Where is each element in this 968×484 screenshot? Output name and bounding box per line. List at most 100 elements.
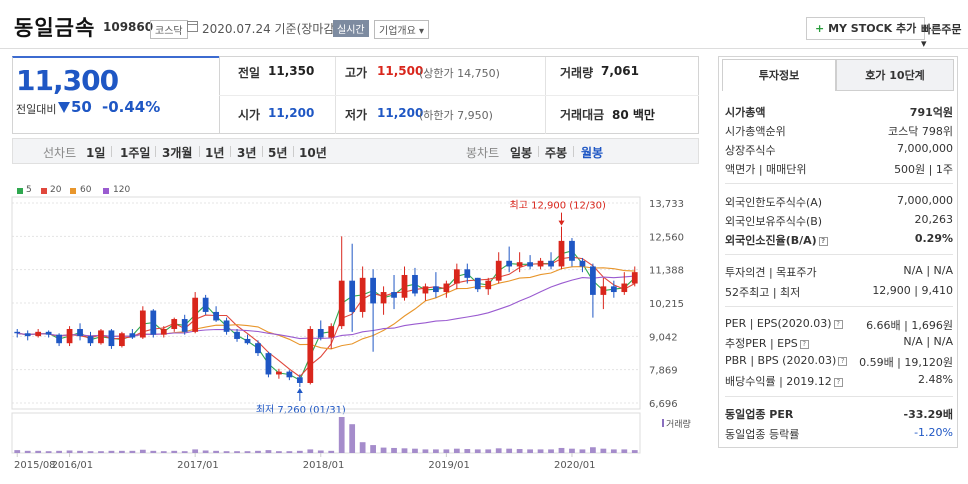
period-10y[interactable]: 10년 bbox=[299, 146, 327, 160]
candle-body bbox=[160, 328, 167, 335]
volume-bar bbox=[192, 449, 199, 453]
candle-body bbox=[453, 269, 460, 284]
period-1y[interactable]: 1년 bbox=[205, 146, 225, 160]
candle-body bbox=[590, 266, 596, 295]
x-tick-label: 2019/01 bbox=[428, 460, 470, 471]
period-3m[interactable]: 3개월 bbox=[162, 146, 193, 160]
foreign-ratio-value: 0.29% bbox=[914, 232, 953, 245]
candle-body bbox=[98, 330, 104, 344]
volume-bar bbox=[412, 448, 418, 453]
divider bbox=[573, 146, 574, 157]
low-label: 저가 bbox=[345, 108, 368, 122]
add-mystock-button[interactable]: + MY STOCK 추가 bbox=[806, 17, 926, 40]
period-1w[interactable]: 1주일 bbox=[120, 146, 151, 160]
volume-bar bbox=[160, 451, 167, 453]
x-tick-label: 2018/01 bbox=[303, 460, 345, 471]
candle-body bbox=[150, 310, 157, 335]
volume-bar bbox=[548, 449, 554, 453]
candle-body bbox=[537, 260, 544, 267]
volume-bar bbox=[87, 451, 94, 453]
period-3y[interactable]: 3년 bbox=[237, 146, 257, 160]
volume-bar bbox=[139, 449, 146, 453]
y-tick-label: 6,696 bbox=[649, 399, 678, 410]
pbr-row: PBR | BPS (2020.03)? 0.59배 | 19,120원 bbox=[725, 354, 953, 372]
low-value: 11,200 bbox=[377, 106, 424, 120]
y-tick-label: 11,388 bbox=[649, 266, 684, 277]
candle-body bbox=[485, 280, 492, 290]
chart-range-bar bbox=[12, 138, 699, 164]
volume-bar bbox=[433, 449, 439, 453]
plot-frame bbox=[11, 196, 641, 410]
tab-invest-info[interactable]: 투자정보 bbox=[722, 59, 836, 91]
period-1d[interactable]: 1일 bbox=[86, 146, 106, 160]
volume-bar bbox=[579, 449, 586, 453]
candle-body bbox=[181, 319, 188, 332]
divider bbox=[111, 146, 112, 157]
realtime-button[interactable]: 실시간 bbox=[333, 20, 369, 37]
industry-chg-label[interactable]: 동일업종 등락률 bbox=[725, 428, 800, 441]
volume-bar bbox=[621, 449, 628, 453]
volume-bar bbox=[537, 449, 544, 453]
per-value: 6.66배 | 1,696원 bbox=[866, 319, 953, 332]
market-cap-label: 시가총액 bbox=[725, 106, 766, 119]
y-tick-label: 7,869 bbox=[649, 366, 678, 377]
volume-bar bbox=[45, 451, 52, 453]
volume-bar bbox=[453, 448, 460, 453]
candle-body bbox=[129, 333, 136, 338]
candle-body bbox=[401, 274, 408, 298]
candle-body bbox=[349, 280, 356, 312]
volume-bar bbox=[234, 451, 240, 453]
tab-quote-10[interactable]: 호가 10단계 bbox=[836, 59, 954, 91]
market-cap-row: 시가총액 791억원 bbox=[725, 104, 953, 122]
shares-label: 상장주식수 bbox=[725, 144, 776, 157]
help-icon[interactable]: ? bbox=[833, 319, 843, 329]
amount-label: 거래대금 bbox=[560, 108, 605, 122]
divider bbox=[230, 146, 231, 157]
divider bbox=[155, 146, 156, 157]
candle-body bbox=[77, 328, 83, 337]
candle-body bbox=[443, 283, 450, 293]
candle-body bbox=[328, 326, 335, 338]
div-value: 2.48% bbox=[918, 373, 953, 386]
foreign-own-label: 외국인보유주식수(B) bbox=[725, 215, 823, 228]
help-icon[interactable]: ? bbox=[833, 377, 843, 387]
industry-per-label[interactable]: 동일업종 PER bbox=[725, 408, 794, 421]
low-annotation: 최저 7,260 (01/31) bbox=[256, 404, 346, 416]
fast-order-dropdown[interactable]: 빠른주문 ▾ bbox=[921, 23, 962, 50]
upper-limit: (상한가 14,750) bbox=[419, 67, 500, 80]
est-per-row: 추정PER | EPS? N/A | N/A bbox=[725, 335, 953, 353]
help-icon[interactable]: ? bbox=[818, 236, 828, 246]
foreign-limit-label: 외국인한도주식수(A) bbox=[725, 196, 823, 209]
candle-monthly[interactable]: 월봉 bbox=[581, 146, 604, 160]
candle-weekly[interactable]: 주봉 bbox=[545, 146, 568, 160]
candle-daily[interactable]: 일봉 bbox=[510, 146, 533, 160]
shares-row: 상장주식수 7,000,000 bbox=[725, 142, 953, 160]
divider bbox=[262, 146, 263, 157]
candle-body bbox=[213, 311, 219, 321]
mystock-label: MY STOCK 추가 bbox=[828, 22, 917, 35]
volume-bar bbox=[338, 417, 345, 453]
volume-bar bbox=[349, 424, 356, 453]
candle-body bbox=[234, 331, 240, 339]
candle-body bbox=[265, 353, 272, 375]
legend-swatch-20 bbox=[41, 188, 47, 194]
div-label: 배당수익률 | 2019.12 bbox=[725, 375, 832, 388]
volume-bar bbox=[181, 451, 188, 453]
corp-overview-dropdown[interactable]: 기업개요 ▾ bbox=[374, 20, 429, 39]
par-value: 500원 | 1주 bbox=[894, 163, 953, 176]
volume-bar bbox=[24, 450, 31, 453]
candle-body bbox=[391, 292, 397, 298]
period-5y[interactable]: 5년 bbox=[268, 146, 288, 160]
change-label: 전일대비 bbox=[16, 103, 57, 116]
x-tick-label: 2020/01 bbox=[554, 460, 596, 471]
x-tick-label: 2015/08 bbox=[14, 460, 56, 471]
high-arrow-head bbox=[558, 220, 565, 226]
help-icon[interactable]: ? bbox=[799, 339, 809, 349]
volume-bar bbox=[119, 450, 125, 453]
volume-bar bbox=[590, 447, 596, 453]
volume-bar bbox=[202, 450, 209, 453]
help-icon[interactable]: ? bbox=[838, 356, 848, 366]
rank-label[interactable]: 시가총액순위 bbox=[725, 125, 786, 138]
candle-body bbox=[495, 260, 502, 281]
